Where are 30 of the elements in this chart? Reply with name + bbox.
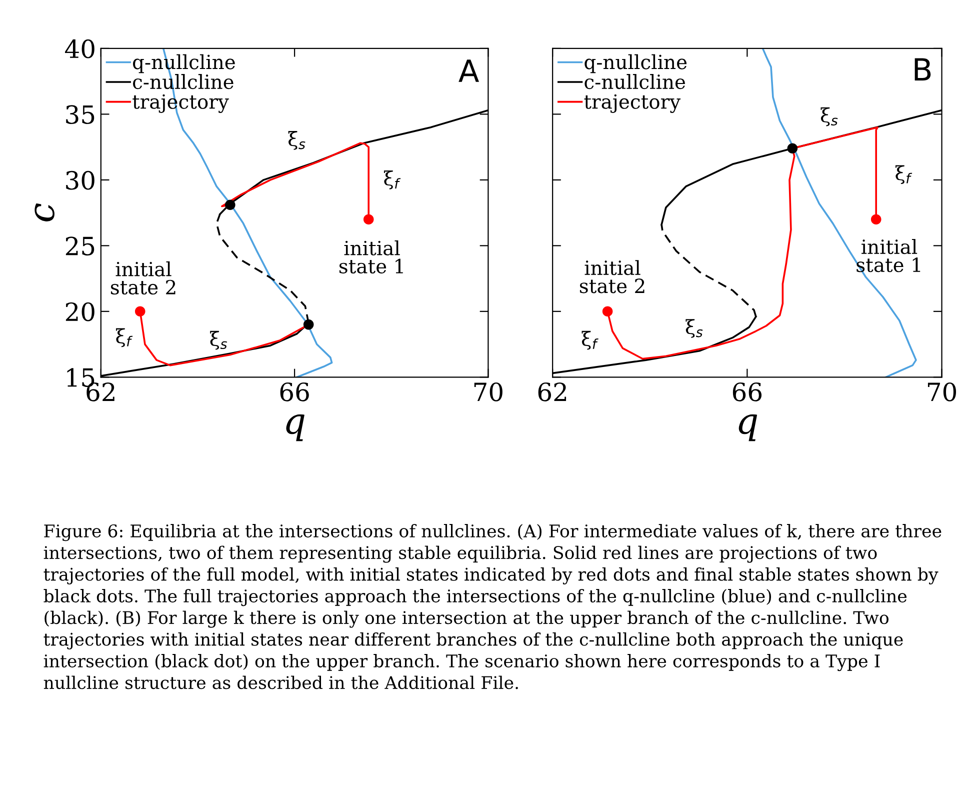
annotation: ξ$_{f}$ [116, 328, 133, 348]
x-tick-label: 62 [538, 382, 566, 402]
y-tick-label: 25 [66, 236, 94, 256]
annotation: ξ$_{f}$ [895, 165, 912, 184]
caption: Figure 6: Equilibria at the intersections of nullclines. (A) For intermediate values of k, there are three intersections, two of them representing stable equilibria. Solid red lines are projections of two trajectories of the full model, with initial states indicated by red dots and final stable states shown by black dots. The full trajectories approach the intersections of the q-nullcline (blue) and c-nullcline (black). (B) For large k there is only one intersection at the upper branch of the c-nullcline. Two trajectories with initial states near different branches of the c-nullcline both approach the unique intersection (black dot) on the upper branch. The scenario shown here corresponds to a Type I nullcline structure as described in the Additional File. [44, 524, 942, 690]
annotation: ξ$_{f}$ [384, 170, 401, 190]
y-axis-title: c [34, 203, 54, 222]
annotation: A [458, 60, 480, 82]
annotation: ξ$_{s}$ [210, 330, 228, 350]
y-tick-label: 20 [66, 302, 94, 322]
legend-label: q-nullcline [584, 54, 687, 74]
annotation: ξ$_{f}$ [582, 330, 598, 350]
y-tick-label: 35 [66, 105, 94, 124]
annotation: initial state 2 [110, 261, 176, 295]
x-tick-label: 66 [732, 382, 762, 402]
y-tick-label: 30 [66, 170, 94, 190]
x-axis-title: q [738, 414, 758, 442]
x-tick-label: 70 [474, 382, 502, 402]
annotation: ξ$_{s}$ [288, 131, 306, 150]
annotation: ξ$_{s}$ [820, 107, 838, 126]
legend-label: trajectory [584, 94, 681, 113]
y-tick-label: 40 [65, 39, 94, 58]
x-tick-label: 70 [928, 382, 956, 402]
annotation: B [914, 58, 931, 81]
x-axis-title: q [286, 414, 304, 442]
x-tick-label: 66 [280, 382, 309, 402]
legend-label: c-nullcline [584, 74, 686, 90]
annotation: initial state 1 [339, 240, 403, 274]
annotation: initial state 2 [580, 260, 644, 294]
annotation: ξ$_{s}$ [686, 319, 703, 338]
